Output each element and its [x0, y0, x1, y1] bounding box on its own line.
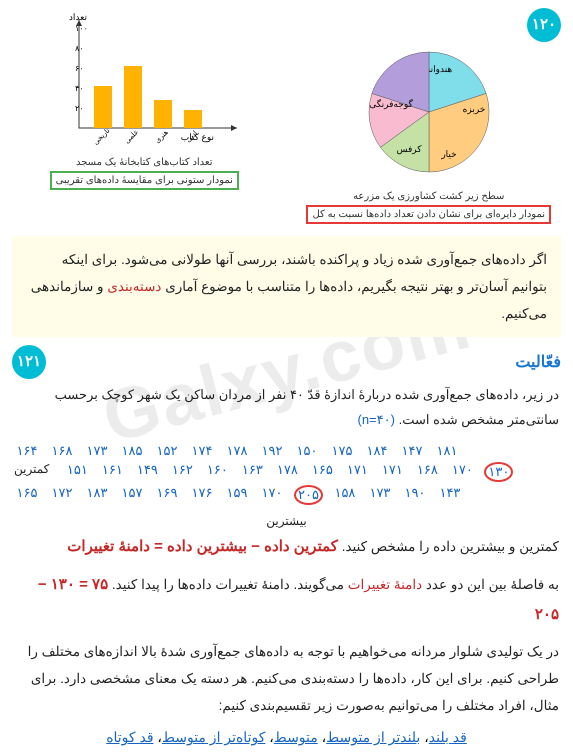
- paragraph-1: کمترین و بیشترین داده را مشخص کنید. کمتر…: [0, 528, 573, 566]
- svg-text:۲۰: ۲۰: [75, 104, 84, 113]
- pie-caption: سطح زیر کشت کشاورزی یک مزرعه: [297, 191, 562, 202]
- bar-caption: تعداد کتاب‌های کتابخانهٔ یک مسجد: [12, 157, 277, 168]
- pie-description-box: نمودار دایره‌ای برای نشان دادن تعداد داد…: [306, 205, 551, 224]
- data-grid: ۱۸۱۱۴۷۱۸۴۱۷۵۱۵۰۱۹۲۱۷۸۱۷۴۱۵۲۱۸۵۱۷۳۱۶۸۱۶۴۱…: [0, 436, 573, 512]
- info-highlight: دسته‌بندی: [107, 279, 161, 294]
- paragraph-2: به فاصلهٔ بین این دو عدد دامنهٔ تغییرات …: [0, 566, 573, 634]
- svg-text:کرفس: کرفس: [396, 144, 422, 155]
- svg-text:علمی: علمی: [123, 128, 140, 145]
- charts-row: ۱۲۰ هندوانه خربزه خیار کرفس گوجه‌فرنگی سطح ز…: [0, 0, 573, 228]
- bar-description-box: نمودار ستونی برای مقایسهٔ داده‌های تقریب…: [50, 171, 239, 190]
- svg-text:هندوانه: هندوانه: [426, 64, 453, 75]
- info-box: اگر داده‌های جمع‌آوری شده زیاد و پراکنده…: [12, 236, 561, 337]
- svg-text:تعداد: تعداد: [69, 12, 88, 22]
- svg-text:۸۰: ۸۰: [75, 44, 84, 53]
- activity-title: فعّالیت: [46, 352, 561, 372]
- svg-text:خربزه: خربزه: [462, 104, 485, 115]
- svg-text:۶۰: ۶۰: [75, 64, 84, 73]
- categories: قد بلند، بلندتر از متوسط، متوسط، کوتاه‌ت…: [0, 723, 573, 752]
- svg-text:گوجه‌فرنگی: گوجه‌فرنگی: [369, 98, 413, 110]
- svg-text:تاریخی: تاریخی: [92, 127, 112, 147]
- page-badge-top: ۱۲۰: [527, 8, 561, 42]
- pie-chart: هندوانه خربزه خیار کرفس گوجه‌فرنگی: [359, 42, 499, 182]
- formula: کمترین داده − بیشترین داده = دامنهٔ تغیی…: [67, 538, 338, 555]
- svg-text:خیار: خیار: [440, 149, 456, 160]
- svg-text:هنری: هنری: [154, 129, 170, 145]
- paragraph-3: در یک تولیدی شلوار مردانه می‌خواهیم با ت…: [0, 634, 573, 723]
- page-badge-activity: ۱۲۱: [12, 345, 46, 379]
- bar-chart: ۱۰۰۸۰۶۰۴۰۲۰تعدادنوع کتابتاریخیعلمیهنریاد…: [44, 8, 244, 148]
- svg-text:۴۰: ۴۰: [75, 84, 84, 93]
- max-label: بیشترین: [0, 514, 573, 528]
- activity-intro: در زیر، داده‌های جمع‌آوری شده دربارهٔ ان…: [0, 379, 573, 436]
- svg-text:۱۰۰: ۱۰۰: [75, 24, 88, 33]
